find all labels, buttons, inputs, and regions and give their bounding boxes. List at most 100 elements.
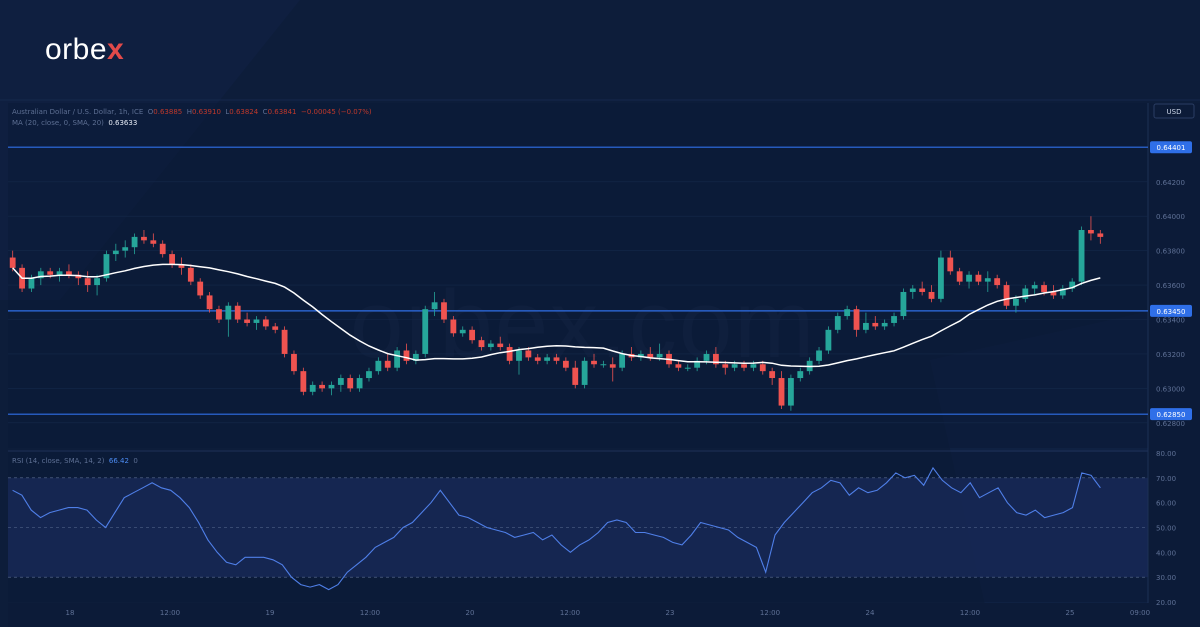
candle[interactable]	[469, 326, 476, 344]
candle[interactable]	[319, 381, 326, 392]
candle[interactable]	[1088, 216, 1094, 241]
candle[interactable]	[497, 336, 504, 351]
candle[interactable]	[112, 243, 119, 261]
candle[interactable]	[1059, 285, 1066, 299]
candle[interactable]	[834, 312, 841, 334]
candle[interactable]	[103, 250, 110, 282]
candle[interactable]	[141, 230, 147, 244]
candle[interactable]	[872, 316, 879, 330]
candle[interactable]	[487, 340, 494, 351]
candle[interactable]	[712, 347, 719, 368]
candle[interactable]	[422, 305, 429, 358]
candle[interactable]	[966, 271, 972, 289]
candle[interactable]	[675, 360, 682, 372]
candle[interactable]	[337, 374, 344, 392]
candle[interactable]	[984, 271, 991, 292]
candle[interactable]	[863, 312, 869, 334]
candle[interactable]	[572, 360, 579, 389]
candle[interactable]	[206, 291, 213, 313]
candle[interactable]	[684, 364, 691, 372]
candle[interactable]	[881, 319, 888, 330]
candle[interactable]	[591, 353, 597, 368]
candle[interactable]	[291, 350, 297, 375]
candle[interactable]	[75, 271, 82, 286]
candle[interactable]	[928, 285, 935, 303]
candle[interactable]	[534, 353, 541, 365]
candle[interactable]	[356, 374, 363, 392]
candle[interactable]	[84, 271, 91, 292]
candle[interactable]	[9, 250, 16, 272]
candle[interactable]	[769, 367, 776, 385]
candle[interactable]	[1022, 285, 1029, 303]
candle[interactable]	[150, 233, 157, 248]
candle[interactable]	[216, 305, 222, 323]
candle[interactable]	[553, 353, 560, 365]
candle[interactable]	[159, 240, 166, 258]
candle[interactable]	[197, 278, 204, 299]
rsi-tick-label: 20.00	[1156, 599, 1176, 607]
candle[interactable]	[1078, 226, 1085, 286]
candle[interactable]	[600, 360, 607, 368]
candle[interactable]	[900, 288, 907, 320]
candle[interactable]	[412, 350, 419, 365]
candle[interactable]	[853, 305, 860, 337]
candle[interactable]	[309, 381, 316, 396]
price-axis[interactable]	[1148, 103, 1200, 603]
candle[interactable]	[516, 347, 522, 375]
candle[interactable]	[581, 357, 588, 389]
candle[interactable]	[478, 336, 485, 351]
candle[interactable]	[281, 326, 288, 358]
candle[interactable]	[844, 305, 851, 320]
candle[interactable]	[816, 347, 822, 365]
candle[interactable]	[797, 367, 804, 382]
time-axis[interactable]	[8, 603, 1200, 627]
candle[interactable]	[300, 367, 307, 396]
candle[interactable]	[272, 322, 279, 334]
candle[interactable]	[1003, 281, 1010, 310]
candle[interactable]	[431, 291, 438, 317]
candle[interactable]	[187, 264, 194, 286]
candle[interactable]	[562, 357, 569, 372]
candle[interactable]	[262, 316, 269, 330]
candle[interactable]	[244, 312, 250, 327]
candle[interactable]	[947, 250, 954, 275]
candle[interactable]	[1013, 295, 1019, 313]
candle[interactable]	[975, 271, 982, 286]
candle[interactable]	[506, 343, 513, 365]
candle[interactable]	[694, 357, 701, 372]
candle[interactable]	[1031, 281, 1038, 296]
candle[interactable]	[825, 326, 832, 354]
candle[interactable]	[909, 285, 916, 299]
candle[interactable]	[459, 326, 466, 337]
candle[interactable]	[637, 350, 644, 361]
candle[interactable]	[938, 250, 944, 303]
candle[interactable]	[441, 298, 447, 323]
candle[interactable]	[347, 374, 354, 392]
candle[interactable]	[394, 347, 401, 372]
candle[interactable]	[384, 353, 391, 372]
candle[interactable]	[609, 357, 616, 382]
candle[interactable]	[375, 357, 382, 375]
candle[interactable]	[94, 274, 100, 296]
candle[interactable]	[544, 353, 551, 365]
candle[interactable]	[994, 274, 1001, 289]
candle[interactable]	[328, 381, 335, 396]
candle[interactable]	[234, 302, 241, 323]
candle[interactable]	[403, 343, 410, 365]
candle[interactable]	[122, 240, 129, 258]
price-tick-label: 0.64200	[1156, 179, 1185, 187]
candle[interactable]	[1069, 278, 1076, 292]
candle[interactable]	[919, 281, 926, 296]
candle[interactable]	[956, 267, 963, 286]
candle[interactable]	[891, 312, 897, 327]
candle[interactable]	[778, 371, 785, 410]
candle[interactable]	[225, 302, 232, 337]
candle[interactable]	[131, 233, 138, 255]
candle[interactable]	[178, 257, 185, 275]
candle[interactable]	[253, 316, 260, 330]
candle[interactable]	[366, 367, 372, 382]
candle[interactable]	[450, 316, 457, 337]
candle[interactable]	[1097, 230, 1104, 244]
candle[interactable]	[787, 374, 794, 411]
